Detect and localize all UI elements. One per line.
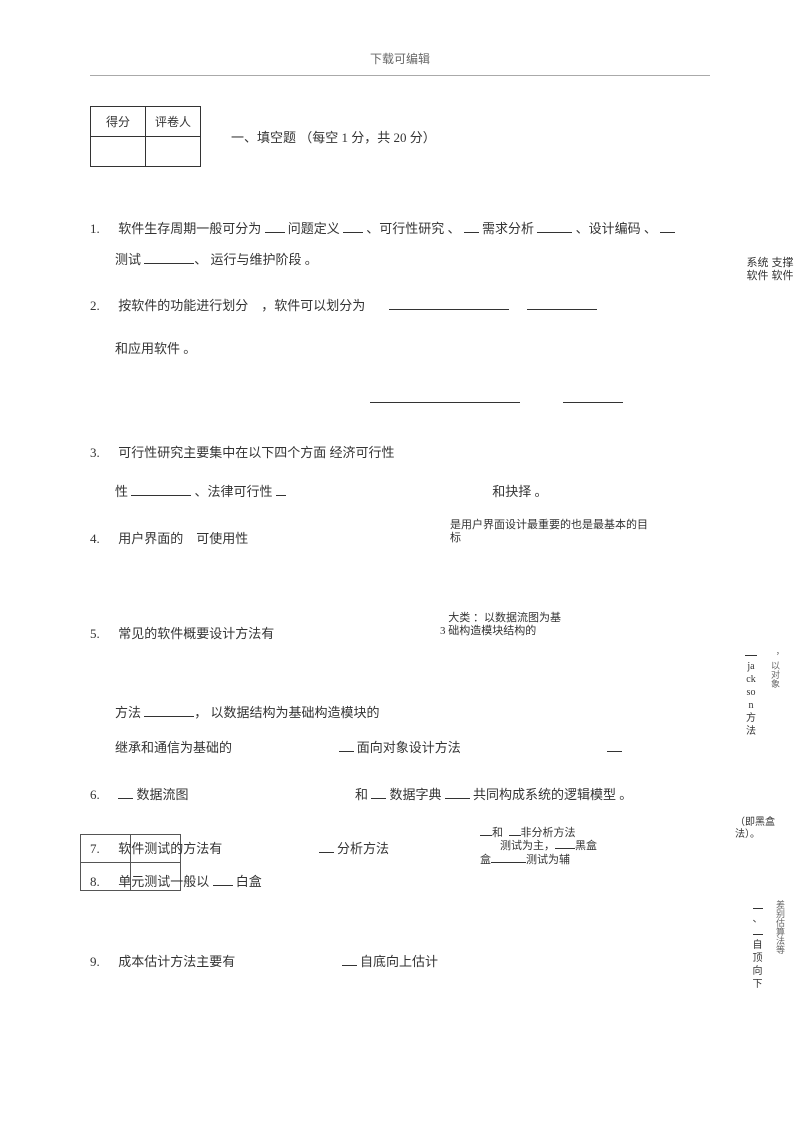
blank[interactable] <box>118 798 133 799</box>
q9-text-a: 成本估计方法主要有 <box>118 954 235 969</box>
q4-num: 4. <box>90 527 115 552</box>
q5-line2-a: 方法 <box>115 705 141 720</box>
q3-line2-a: 性 <box>115 484 128 499</box>
q6-text-a: 和 <box>355 787 368 802</box>
blank[interactable] <box>464 232 479 233</box>
q1-line2-a: 测试 <box>115 252 141 267</box>
q9-num: 9. <box>90 950 115 975</box>
q5-side-num: 3 <box>440 625 446 637</box>
score-cell-2[interactable] <box>146 137 201 167</box>
q1-num: 1. <box>90 217 115 242</box>
q2-text-a: 按软件的功能进行划分 <box>118 298 248 313</box>
header-text: 下载可编辑 <box>370 52 430 66</box>
q7-num: 7. <box>90 837 115 862</box>
q1-ans1: 问题定义 <box>288 221 340 236</box>
q3-num: 3. <box>90 441 115 466</box>
score-cell-1[interactable] <box>91 137 146 167</box>
blank[interactable] <box>370 402 520 403</box>
q2-num: 2. <box>90 294 115 319</box>
questions-container: 1. 软件生存周期一般可分为 问题定义 、可行性研究 、 需求分析 、设计编码 … <box>90 217 710 974</box>
q5-side-a: 大类 ：以数据流图为基 3 础构造模块结构的 <box>440 612 590 638</box>
blank[interactable] <box>537 232 572 233</box>
q8-num: 8. <box>90 870 115 895</box>
q7-q8-block: 7. 软件测试的方法有 分析方法 和 非分析方法 测试为主，黑盒 盒测试为辅 （… <box>90 829 710 894</box>
q9-side: 、自顶向下 <box>750 900 765 991</box>
q7-side-a: （即黑盒法）。 <box>735 817 780 841</box>
q7-text-a: 软件测试的方法有 <box>118 841 222 856</box>
blank[interactable] <box>131 495 191 496</box>
q5-side-b: jackson方法 <box>742 647 760 738</box>
blank[interactable] <box>342 965 357 966</box>
question-7: 7. 软件测试的方法有 分析方法 和 非分析方法 测试为主，黑盒 盒测试为辅 （… <box>90 829 710 862</box>
q2-text-b: ，软件可以划分为 <box>261 298 365 313</box>
q8-ans: 白盒 <box>236 874 262 889</box>
question-8: 8. 单元测试一般以 白盒 <box>90 870 710 895</box>
q1-line2: 测试 、 运行与维护阶段 。 <box>115 248 710 273</box>
blank[interactable] <box>445 798 470 799</box>
q3-line2-c: 和抉择 。 <box>492 484 547 499</box>
q3-line2: 性 、法律可行性 和抉择 。 <box>115 480 710 505</box>
blank[interactable] <box>144 716 194 717</box>
q5-line2: 方法 ， 以数据结构为基础构造模块的 <box>115 701 710 726</box>
q5-line3: 继承和通信为基础的 面向对象设计方法 <box>115 736 710 761</box>
blank[interactable] <box>389 309 509 310</box>
blank[interactable] <box>144 263 194 264</box>
question-9: 9. 成本估计方法主要有 自底向上估计 、自顶向下 差别估算法等 <box>90 950 710 975</box>
blank[interactable] <box>563 402 623 403</box>
q5-line3-a: 继承和通信为基础的 <box>115 740 232 755</box>
q1-text-b: 、可行性研究 、 <box>366 221 460 236</box>
q5-side-tiny: ，以对象 <box>769 652 780 688</box>
comma: ， <box>194 705 207 720</box>
score-header-2: 评卷人 <box>146 107 201 137</box>
q4-ans: 可使用性 <box>196 531 248 546</box>
q7-side-block: 和 非分析方法 测试为主，黑盒 盒测试为辅 <box>480 827 610 867</box>
blank[interactable] <box>607 751 622 752</box>
question-2: 2. 按软件的功能进行划分 ，软件可以划分为 和应用软件 。 <box>90 294 710 411</box>
q1-side-b: 支撑软件 <box>770 257 795 283</box>
q7-ans1: 分析方法 <box>337 841 389 856</box>
q1-text-c: 、设计编码 、 <box>576 221 657 236</box>
q9-side2: 差别估算法等 <box>774 900 785 954</box>
q1-line2-b: 运行与维护阶段 。 <box>211 252 318 267</box>
blank[interactable] <box>371 798 386 799</box>
question-4: 4. 用户界面的 可使用性 是用户界面设计最重要的也是最基本的目标 <box>90 527 710 552</box>
q4-text-a: 用户界面的 <box>118 531 183 546</box>
score-table: 得分 评卷人 <box>90 106 201 167</box>
blank[interactable] <box>213 885 233 886</box>
top-row: 得分 评卷人 一、填空题 （每空 1 分，共 20 分） <box>90 106 710 167</box>
blank[interactable] <box>319 852 334 853</box>
q5-text-a: 常见的软件概要设计方法有 <box>118 626 274 641</box>
blank[interactable] <box>660 232 675 233</box>
q6-text-b: 共同构成系统的逻辑模型 。 <box>473 787 632 802</box>
q1-text-a: 软件生存周期一般可分为 <box>118 221 261 236</box>
q8-text-a: 单元测试一般以 <box>118 874 209 889</box>
question-3: 3. 可行性研究主要集中在以下四个方面 经济可行性 性 、法律可行性 和抉择 。 <box>90 441 710 504</box>
section-title: 一、填空题 （每空 1 分，共 20 分） <box>231 127 436 146</box>
blank[interactable] <box>265 232 285 233</box>
q6-ans1: 数据流图 <box>137 787 189 802</box>
score-header-1: 得分 <box>91 107 146 137</box>
q4-side: 是用户界面设计最重要的也是最基本的目标 <box>450 519 650 545</box>
comma: 、 <box>194 252 207 267</box>
blank[interactable] <box>343 232 363 233</box>
blank[interactable] <box>276 495 286 496</box>
q5-line3-b: 面向对象设计方法 <box>357 740 461 755</box>
q3-text-a: 可行性研究主要集中在以下四个方面 经济可行性 <box>118 445 394 460</box>
question-5: 5. 常见的软件概要设计方法有 大类 ：以数据流图为基 3 础构造模块结构的 j… <box>90 622 710 761</box>
q6-num: 6. <box>90 783 115 808</box>
page-header: 下载可编辑 <box>90 50 710 76</box>
q2-line2: 和应用软件 。 <box>115 337 710 362</box>
blank[interactable] <box>339 751 354 752</box>
q6-ans2: 数据字典 <box>390 787 442 802</box>
q1-side-a: 系统软件 <box>745 257 770 283</box>
q9-ans: 自底向上估计 <box>360 954 438 969</box>
blank[interactable] <box>527 309 597 310</box>
q5-num: 5. <box>90 622 115 647</box>
question-6: 6. 数据流图 和 数据字典 共同构成系统的逻辑模型 。 <box>90 783 710 808</box>
q5-line2-b: 以数据结构为基础构造模块的 <box>211 705 380 720</box>
question-1: 1. 软件生存周期一般可分为 问题定义 、可行性研究 、 需求分析 、设计编码 … <box>90 217 710 272</box>
q1-ans2: 需求分析 <box>482 221 534 236</box>
q3-line2-b: 、法律可行性 <box>195 484 273 499</box>
